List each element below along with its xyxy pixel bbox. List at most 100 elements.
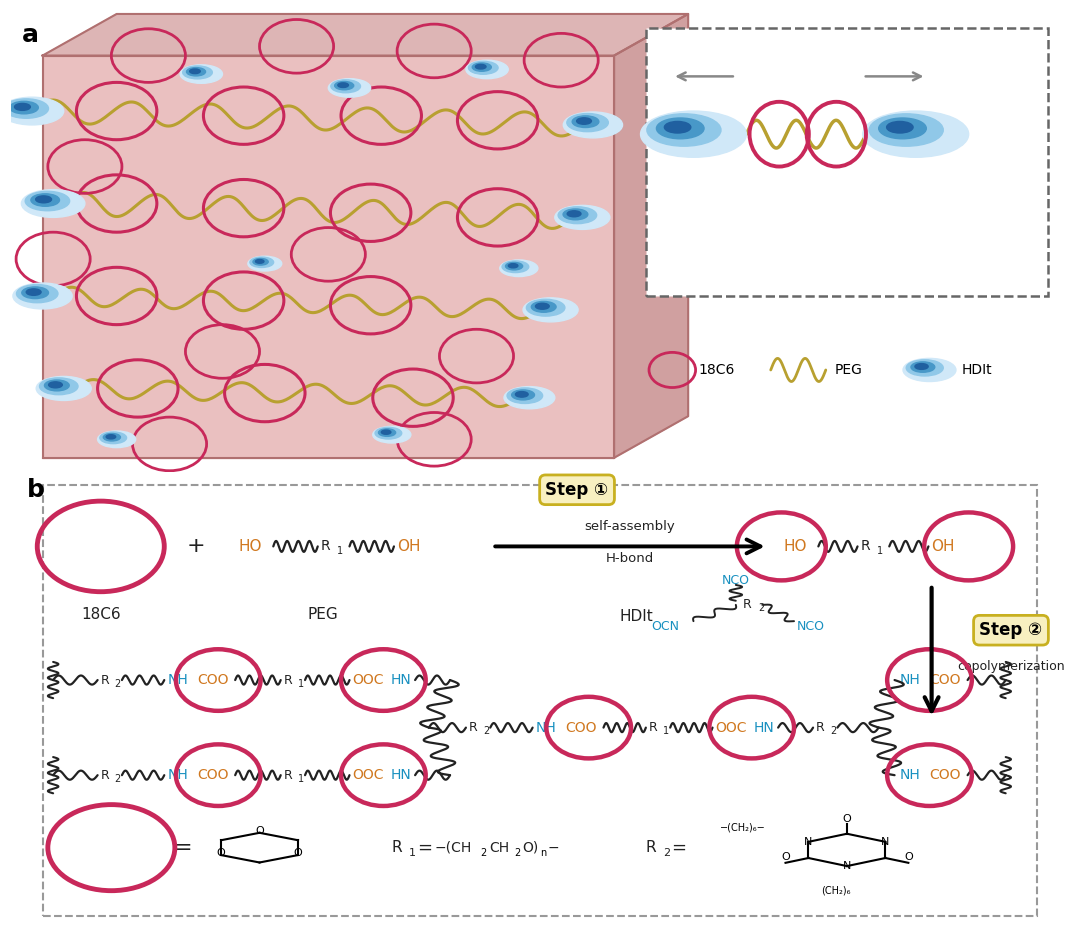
Text: 2: 2 [114, 679, 121, 689]
Text: NH: NH [536, 721, 556, 735]
Text: 1: 1 [298, 679, 303, 689]
Polygon shape [42, 14, 688, 56]
Circle shape [572, 116, 598, 128]
Text: −(CH₂)₆−: −(CH₂)₆− [720, 823, 766, 833]
Circle shape [4, 99, 49, 119]
Text: n: n [540, 848, 546, 857]
Text: N: N [805, 837, 812, 847]
Circle shape [469, 62, 498, 74]
Circle shape [99, 432, 126, 444]
Text: 1: 1 [298, 774, 303, 784]
Circle shape [526, 299, 565, 316]
Circle shape [381, 430, 391, 434]
Text: R: R [469, 721, 477, 734]
Circle shape [887, 121, 913, 133]
Circle shape [906, 360, 943, 376]
Circle shape [567, 211, 581, 217]
Text: HDIt: HDIt [620, 609, 653, 624]
Text: 1: 1 [337, 546, 343, 556]
Text: HN: HN [754, 721, 774, 735]
Text: 2: 2 [663, 848, 670, 857]
Circle shape [330, 79, 361, 92]
Text: R: R [284, 673, 293, 686]
Circle shape [640, 111, 746, 157]
Circle shape [664, 121, 691, 133]
Polygon shape [615, 14, 688, 458]
Circle shape [40, 378, 78, 395]
Circle shape [531, 302, 556, 312]
Text: OOC: OOC [353, 673, 384, 687]
Circle shape [512, 389, 535, 400]
Circle shape [49, 382, 63, 388]
Text: R: R [743, 599, 752, 612]
Text: =: = [417, 839, 432, 856]
Text: HN: HN [391, 768, 411, 782]
Text: CH: CH [489, 841, 510, 855]
Circle shape [475, 64, 486, 69]
Text: OH: OH [397, 539, 420, 554]
Circle shape [465, 60, 509, 78]
Text: O): O) [522, 841, 538, 855]
Circle shape [910, 361, 935, 373]
Bar [646, 28, 1048, 296]
Text: O: O [255, 826, 264, 836]
Text: R: R [649, 721, 658, 734]
Circle shape [508, 388, 542, 403]
Circle shape [500, 260, 538, 276]
Circle shape [567, 114, 608, 132]
Circle shape [375, 428, 402, 439]
Text: 18C6: 18C6 [699, 363, 735, 377]
Circle shape [335, 81, 354, 90]
Text: 2: 2 [758, 602, 765, 613]
Text: O: O [842, 814, 851, 824]
Circle shape [106, 434, 116, 439]
Text: 18C6: 18C6 [81, 607, 121, 622]
Circle shape [563, 209, 588, 219]
Text: R: R [646, 841, 657, 856]
Text: R: R [100, 673, 109, 686]
Circle shape [248, 256, 282, 271]
Text: R: R [321, 540, 330, 554]
Circle shape [903, 359, 956, 381]
Circle shape [502, 261, 529, 273]
Text: a: a [22, 23, 39, 48]
Circle shape [505, 262, 523, 270]
Text: O: O [781, 853, 789, 862]
Text: =: = [174, 838, 192, 857]
Text: NH: NH [167, 768, 188, 782]
Circle shape [16, 285, 58, 303]
Circle shape [253, 259, 268, 265]
Circle shape [378, 429, 395, 436]
Circle shape [187, 67, 205, 76]
Circle shape [564, 112, 622, 138]
Text: =: = [672, 839, 686, 856]
Text: NCO: NCO [721, 573, 750, 587]
Text: 2: 2 [483, 727, 489, 736]
Text: 2: 2 [831, 727, 836, 736]
Circle shape [0, 97, 64, 125]
Text: OCN: OCN [651, 620, 679, 633]
Text: 1: 1 [408, 848, 416, 857]
Text: COO: COO [197, 768, 229, 782]
Circle shape [44, 380, 69, 390]
Text: OH: OH [932, 539, 955, 554]
Text: ×: × [840, 67, 853, 82]
Text: HO: HO [783, 539, 807, 554]
Text: OOC: OOC [353, 768, 384, 782]
Text: O: O [904, 853, 913, 862]
Circle shape [26, 289, 41, 295]
Text: NH: NH [900, 768, 920, 782]
Circle shape [104, 433, 121, 441]
Text: PEG: PEG [308, 607, 338, 622]
Text: R: R [816, 721, 825, 734]
Text: R: R [100, 769, 109, 782]
Text: HO: HO [239, 539, 261, 554]
Circle shape [10, 102, 38, 114]
Circle shape [915, 363, 928, 369]
Text: COO: COO [930, 673, 961, 687]
Text: R: R [861, 540, 870, 554]
Circle shape [558, 206, 596, 223]
Circle shape [863, 111, 969, 157]
Circle shape [25, 191, 69, 211]
Circle shape [504, 387, 555, 409]
